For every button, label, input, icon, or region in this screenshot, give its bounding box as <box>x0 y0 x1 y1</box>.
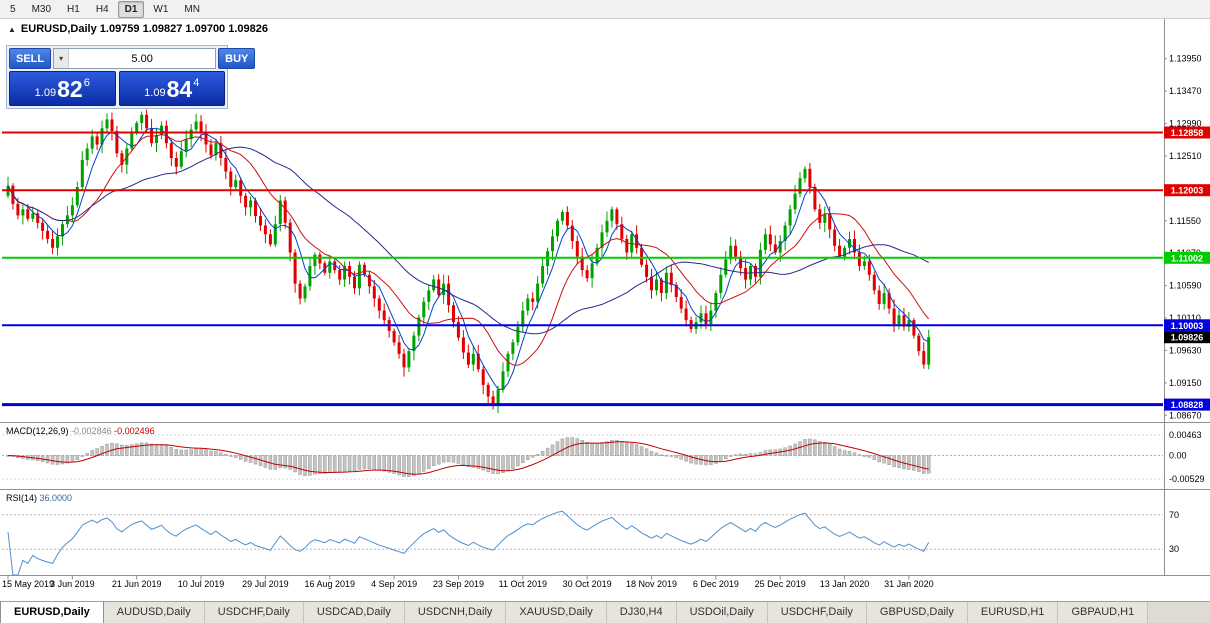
sell-button[interactable]: SELL <box>9 48 52 69</box>
tab-xauusd-daily[interactable]: XAUUSD,Daily <box>506 602 607 623</box>
volume-input[interactable] <box>69 49 216 68</box>
timeframe-w1[interactable]: W1 <box>153 3 169 15</box>
tab-usdchf-daily[interactable]: USDCHF,Daily <box>204 602 304 623</box>
tab-eurusd-daily[interactable]: EURUSD,Daily <box>0 602 104 623</box>
y-axis-label: 1.10590 <box>1169 281 1202 291</box>
one-click-trade-panel: SELL ▾ BUY 1.09 82 6 1.09 84 4 <box>6 45 256 109</box>
y-axis-label: 1.13470 <box>1169 86 1202 96</box>
oct-collapse-arrow[interactable]: ▲ <box>8 24 16 34</box>
macd-label: MACD(12,26,9) -0.002846 -0.002496 <box>6 426 155 436</box>
macd-axis-label: 0.00463 <box>1169 430 1202 440</box>
macd-name: MACD(12,26,9) <box>6 426 69 436</box>
ma-line-5 <box>7 127 929 391</box>
price-tag-1.12858: 1.12858 <box>1164 126 1210 139</box>
tab-dj30-h4[interactable]: DJ30,H4 <box>606 602 677 623</box>
buy-price-prefix: 1.09 <box>144 87 166 99</box>
rsi-line <box>7 510 930 576</box>
buy-price-big: 84 <box>166 75 193 102</box>
timeframe-d1[interactable]: D1 <box>117 0 145 18</box>
buy-price-box[interactable]: 1.09 84 4 <box>118 71 225 106</box>
x-axis-label: 4 Sep 2019 <box>371 579 417 589</box>
x-axis-label: 21 Jun 2019 <box>112 579 162 589</box>
y-axis-label: 1.11550 <box>1169 216 1201 226</box>
chart-tabs-bar: EURUSD,Daily AUDUSD,Daily USDCHF,Daily USDC… <box>0 601 1210 623</box>
buy-button[interactable]: BUY <box>218 48 256 69</box>
price-tag-1.10003: 1.10003 <box>1164 319 1210 332</box>
x-axis-label: 3 Jun 2019 <box>50 579 95 589</box>
x-axis-label: 13 Jan 2020 <box>820 579 870 589</box>
y-axis-label: 1.09630 <box>1169 345 1202 355</box>
timeframe-mn[interactable]: MN <box>184 3 200 15</box>
price-tag-1.09826: 1.09826 <box>1164 331 1210 344</box>
symbol-info: ▲ EURUSD,Daily 1.09759 1.09827 1.09700 1… <box>8 23 268 35</box>
rsi-value: 36.0000 <box>39 493 73 503</box>
x-axis-label: 16 Aug 2019 <box>304 579 355 589</box>
timeframe-toolbar: 5 M30 H1 H4 D1 W1 MN <box>0 0 1210 19</box>
price-chart-canvas[interactable]: 1.139501.134701.129901.125101.120301.115… <box>0 19 1210 601</box>
macd-axis-label: -0.00529 <box>1169 474 1205 484</box>
y-axis-label: 1.09150 <box>1169 378 1202 388</box>
tab-eurusd-h1[interactable]: EURUSD,H1 <box>967 602 1059 623</box>
tab-usdcnh-daily[interactable]: USDCNH,Daily <box>404 602 507 623</box>
rsi-name: RSI(14) <box>6 493 38 503</box>
sell-price-box[interactable]: 1.09 82 6 <box>9 71 116 106</box>
svg-text:1.11002: 1.11002 <box>1171 253 1203 263</box>
volume-dropdown-arrow[interactable]: ▾ <box>54 49 70 68</box>
timeframe-h1[interactable]: H1 <box>67 3 80 15</box>
x-axis-label: 25 Dec 2019 <box>755 579 806 589</box>
timeframe-5[interactable]: 5 <box>10 3 16 15</box>
tab-gbpusd-daily[interactable]: GBPUSD,Daily <box>866 602 968 623</box>
tab-usdcad-daily[interactable]: USDCAD,Daily <box>303 602 405 623</box>
chart-area: 1.139501.134701.129901.125101.120301.115… <box>0 19 1210 601</box>
timeframe-h4[interactable]: H4 <box>95 3 109 15</box>
rsi-axis-label: 70 <box>1169 510 1179 520</box>
tab-usdchf-daily[interactable]: USDCHF,Daily <box>767 602 867 623</box>
timeframe-m30[interactable]: M30 <box>31 3 52 15</box>
tab-gbpaud-h1[interactable]: GBPAUD,H1 <box>1058 602 1149 623</box>
ma-line-34 <box>7 146 929 335</box>
price-tag-1.08828: 1.08828 <box>1164 398 1210 411</box>
rsi-label: RSI(14) 36.0000 <box>6 493 72 503</box>
y-axis-label: 1.12510 <box>1169 151 1202 161</box>
price-tag-1.12003: 1.12003 <box>1164 184 1210 197</box>
x-axis-label: 11 Oct 2019 <box>499 579 547 589</box>
price-tag-1.11002: 1.11002 <box>1164 251 1210 264</box>
sell-price-sup: 6 <box>83 77 90 89</box>
x-axis-label: 10 Jul 2019 <box>178 579 225 589</box>
tab-usdoil-daily[interactable]: USDOil,Daily <box>676 602 768 623</box>
x-axis-label: 30 Oct 2019 <box>563 579 612 589</box>
candlesticks <box>6 109 931 414</box>
y-axis-label: 1.13950 <box>1169 54 1202 64</box>
x-axis-label: 6 Dec 2019 <box>693 579 739 589</box>
sell-price-prefix: 1.09 <box>34 87 57 99</box>
svg-text:1.12858: 1.12858 <box>1171 128 1204 138</box>
svg-text:1.12003: 1.12003 <box>1171 186 1204 196</box>
volume-field[interactable]: ▾ <box>53 48 217 69</box>
tab-audusd-daily[interactable]: AUDUSD,Daily <box>103 602 205 623</box>
x-axis-label: 18 Nov 2019 <box>626 579 677 589</box>
svg-text:1.09826: 1.09826 <box>1171 333 1204 343</box>
x-axis-label: 29 Jul 2019 <box>242 579 289 589</box>
ma-line-13 <box>7 133 930 366</box>
macd-signal-line <box>7 441 929 475</box>
y-axis-label: 1.12990 <box>1169 119 1202 129</box>
x-axis-label: 23 Sep 2019 <box>433 579 484 589</box>
svg-text:1.08828: 1.08828 <box>1171 400 1204 410</box>
y-axis-label: 1.10110 <box>1169 313 1201 323</box>
rsi-pane <box>2 510 1163 576</box>
sell-price-big: 82 <box>57 75 83 102</box>
macd-signal-value: -0.002496 <box>114 426 155 436</box>
macd-pane <box>2 434 1163 480</box>
symbol-ohlc-text: EURUSD,Daily 1.09759 1.09827 1.09700 1.0… <box>20 23 268 35</box>
buy-price-sup: 4 <box>193 77 200 89</box>
svg-text:1.10003: 1.10003 <box>1171 321 1204 331</box>
y-axis-label: 1.08670 <box>1169 410 1202 420</box>
macd-main-value: -0.002846 <box>71 426 112 436</box>
x-axis-label: 15 May 2019 <box>2 579 54 589</box>
macd-axis-label: 0.00 <box>1169 451 1187 461</box>
rsi-axis-label: 30 <box>1169 544 1179 554</box>
x-axis-label: 31 Jan 2020 <box>884 579 934 589</box>
